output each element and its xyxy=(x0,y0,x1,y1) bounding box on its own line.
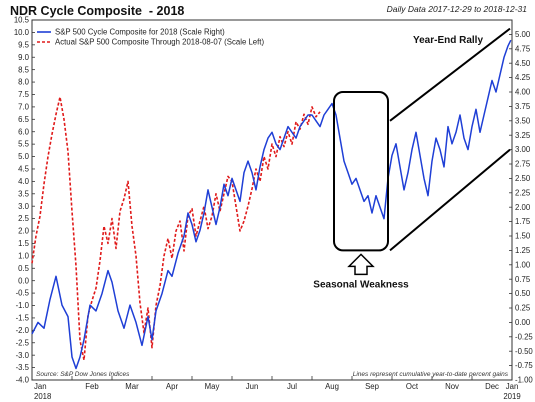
left-tick-label: -3.5 xyxy=(16,363,30,372)
left-tick-label: 4.0 xyxy=(18,177,30,186)
left-tick-label: 9.0 xyxy=(18,53,30,62)
left-tick-label: 6.5 xyxy=(18,115,30,124)
left-tick-label: -0.5 xyxy=(16,289,30,298)
seasonal-weakness-box xyxy=(333,91,389,252)
left-tick-label: 4.5 xyxy=(18,165,30,174)
x-month-label: Feb xyxy=(85,382,99,391)
right-tick-label: 1.50 xyxy=(515,232,531,241)
right-tick-label: 0.50 xyxy=(515,289,531,298)
right-tick-label: 2.50 xyxy=(515,174,531,183)
right-tick-label: 4.25 xyxy=(515,73,531,82)
x-axis-ticks: Jan Feb Mar Apr May Jun Jul Aug Sep Oct Nov Dec Jan2… xyxy=(31,376,521,401)
left-tick-label: 0.5 xyxy=(18,264,30,273)
year-end-rally-lower-line xyxy=(389,148,511,252)
actual-sp500-line xyxy=(31,96,321,361)
left-tick-label: 3.5 xyxy=(18,189,30,198)
left-tick-label: 9.5 xyxy=(18,40,30,49)
right-axis-ticks: -1.00 -0.75 -0.50 -0.25 0.00 0.25 0.50 0.75 1.00… xyxy=(509,30,533,385)
x-month-label: Dec xyxy=(485,382,499,391)
left-tick-label: -1.0 xyxy=(16,301,30,310)
left-tick-label: 5.0 xyxy=(18,152,30,161)
right-tick-label: 1.75 xyxy=(515,217,531,226)
x-month-label: Aug xyxy=(325,382,339,391)
left-tick-label: 2.5 xyxy=(18,214,30,223)
left-tick-label: 7.5 xyxy=(18,90,30,99)
left-tick-label: -1.5 xyxy=(16,314,30,323)
cumulative-note: Lines represent cumulative year-to-date … xyxy=(353,371,509,378)
x-month-label: Sep xyxy=(365,382,380,391)
right-tick-label: 0.00 xyxy=(515,318,531,327)
right-tick-label: 0.25 xyxy=(515,304,531,313)
x-month-label: Apr xyxy=(166,382,179,391)
x-month-label: Oct xyxy=(406,382,419,391)
left-tick-label: 8.0 xyxy=(18,78,30,87)
actual-sp500-series xyxy=(31,96,321,361)
x-month-label: Jan xyxy=(506,382,519,391)
right-tick-label: 3.50 xyxy=(515,116,531,125)
left-tick-label: 10.0 xyxy=(14,28,30,37)
left-tick-label: -2.0 xyxy=(16,326,30,335)
right-tick-label: 0.75 xyxy=(515,275,531,284)
annotations: Seasonal Weakness Year-End Rally Source: S… xyxy=(36,27,511,378)
cycle-composite-line xyxy=(31,39,512,370)
up-arrow-icon xyxy=(347,253,375,276)
x-month-label: May xyxy=(205,382,220,391)
source-note: Source: S&P Dow Jones Indices xyxy=(36,371,130,378)
x-month-label: Nov xyxy=(445,382,459,391)
right-tick-label: -0.25 xyxy=(515,332,533,341)
axes xyxy=(31,19,513,381)
year-end-rally-upper-line xyxy=(389,27,511,122)
right-tick-label: 2.75 xyxy=(515,160,531,169)
left-tick-label: -2.5 xyxy=(16,338,30,347)
right-tick-label: -0.75 xyxy=(515,361,533,370)
right-tick-label: 3.00 xyxy=(515,145,531,154)
chart-title: NDR Cycle Composite - 2018 xyxy=(10,4,185,18)
legend-label: S&P 500 Cycle Composite for 2018 (Scale … xyxy=(55,28,225,37)
left-tick-label: 0.0 xyxy=(18,276,30,285)
right-tick-label: 1.25 xyxy=(515,246,531,255)
right-tick-label: 4.75 xyxy=(515,44,531,53)
x-year-label: 2018 xyxy=(34,392,51,401)
x-year-label: 2019 xyxy=(503,392,520,401)
x-month-label: Jul xyxy=(287,382,297,391)
right-tick-label: 3.75 xyxy=(515,102,531,111)
legend-label: Actual S&P 500 Composite Through 2018-08… xyxy=(55,38,264,47)
right-tick-label: 4.50 xyxy=(515,59,531,68)
left-tick-label: 7.0 xyxy=(18,102,30,111)
right-tick-label: 4.00 xyxy=(515,88,531,97)
right-tick-label: 2.00 xyxy=(515,203,531,212)
left-tick-label: -4.0 xyxy=(16,376,30,385)
right-tick-label: -1.00 xyxy=(515,376,533,385)
x-month-label: Jun xyxy=(246,382,259,391)
right-tick-label: 5.00 xyxy=(515,30,531,39)
left-tick-label: 3.0 xyxy=(18,202,30,211)
seasonal-weakness-label: Seasonal Weakness xyxy=(313,279,409,290)
left-tick-label: 10.5 xyxy=(14,16,30,25)
right-tick-label: 3.25 xyxy=(515,131,531,140)
right-tick-label: 2.25 xyxy=(515,188,531,197)
left-tick-label: 8.5 xyxy=(18,65,30,74)
year-end-rally-label: Year-End Rally xyxy=(413,35,483,46)
x-month-label: Mar xyxy=(125,382,139,391)
legend: S&P 500 Cycle Composite for 2018 (Scale … xyxy=(37,28,264,47)
left-tick-label: 6.0 xyxy=(18,127,30,136)
left-tick-label: 5.5 xyxy=(18,140,30,149)
cycle-composite-series xyxy=(31,39,512,370)
right-tick-label: 1.00 xyxy=(515,260,531,269)
left-tick-label: 1.5 xyxy=(18,239,30,248)
x-month-label: Jan xyxy=(34,382,47,391)
left-tick-label: 1.0 xyxy=(18,251,30,260)
left-tick-label: -3.0 xyxy=(16,351,30,360)
date-range-label: Daily Data 2017-12-29 to 2018-12-31 xyxy=(386,4,527,14)
left-axis-ticks: -4.0 -3.5 -3.0 -2.5 -2.0 -1.5 -1.0 -0.5 0.0 0.5 1.… xyxy=(14,16,35,385)
plot-frame xyxy=(31,19,513,381)
left-tick-label: 2.0 xyxy=(18,227,30,236)
right-tick-label: -0.50 xyxy=(515,347,533,356)
